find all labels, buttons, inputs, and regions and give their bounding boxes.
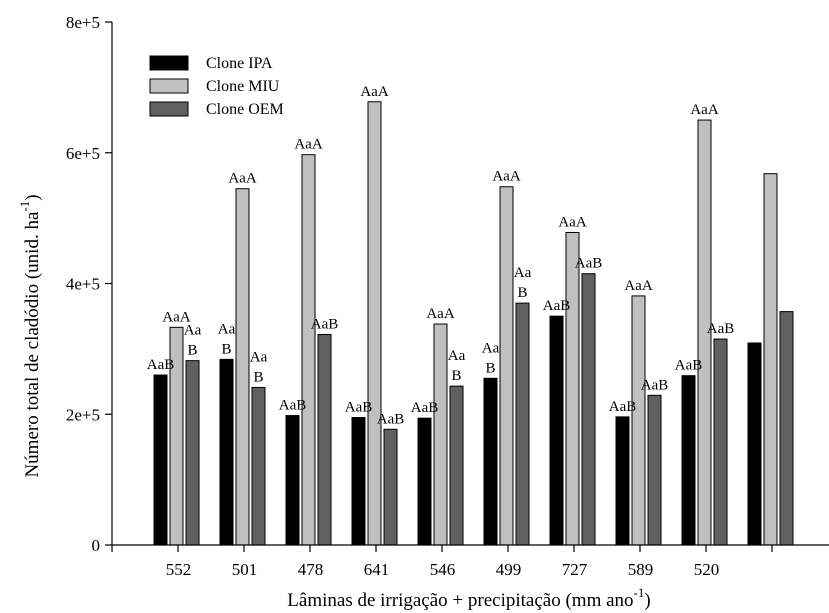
bar-annotation: Aa xyxy=(250,349,268,365)
bar-annotation: AaA xyxy=(624,278,652,294)
bar-annotation: AaB xyxy=(279,398,307,414)
bar-annotation: Aa xyxy=(482,340,500,356)
bar-clone-miu xyxy=(499,186,514,546)
x-axis-ticks: 552 501 478 641 546 499 727 589 520 xyxy=(111,545,773,579)
legend-swatch xyxy=(149,55,189,71)
bar-annotation: Aa xyxy=(184,323,202,339)
bar-annotation: AaB xyxy=(543,298,571,314)
bar-annotation: AaB xyxy=(575,256,603,272)
bar-clone-ipa xyxy=(615,416,630,546)
bar-clone-oem xyxy=(713,338,728,546)
x-tick-label: 501 xyxy=(232,560,258,579)
bars-layer xyxy=(153,101,794,546)
bar-annotation: AaB xyxy=(377,411,405,427)
y-tick-label: 6e+5 xyxy=(66,144,100,163)
bar-annotation: AaB xyxy=(609,399,637,415)
bar-clone-oem xyxy=(317,333,332,546)
bar-annotation: AaB xyxy=(411,400,439,416)
bar-annotation: B xyxy=(253,369,263,385)
bar-annotation: Aa xyxy=(448,348,466,364)
bar-annotation: B xyxy=(517,285,527,301)
bar-annotation: AaA xyxy=(228,171,256,187)
bar-annotation: Aa xyxy=(514,265,532,281)
x-tick-label: 552 xyxy=(166,560,192,579)
legend-swatch xyxy=(149,101,189,117)
x-tick-label: 478 xyxy=(298,560,324,579)
bar-annotation: B xyxy=(451,368,461,384)
bar-annotation: AaA xyxy=(360,84,388,100)
y-tick-label: 0 xyxy=(92,536,101,555)
y-tick-label: 8e+5 xyxy=(66,13,100,32)
legend-swatch xyxy=(149,78,189,94)
bar-annotation: AaB xyxy=(345,400,373,416)
bar-annotation: AaA xyxy=(162,309,190,325)
y-axis-title: Número total de cladódio (unid. ha-1) xyxy=(17,194,43,477)
y-tick-label: 4e+5 xyxy=(66,275,100,294)
bar-clone-ipa xyxy=(483,377,498,546)
bar-clone-oem xyxy=(185,360,200,546)
bar-clone-oem xyxy=(581,273,596,546)
bar-annotation: AaA xyxy=(690,102,718,118)
x-tick-label: 727 xyxy=(562,560,588,579)
y-axis-ticks: 0 2e+5 4e+5 6e+5 8e+5 xyxy=(66,13,112,555)
legend-label: Clone MIU xyxy=(206,78,280,95)
bar-clone-oem xyxy=(647,394,662,546)
bar-clone-miu xyxy=(565,232,580,546)
legend-label: Clone OEM xyxy=(206,101,284,118)
bar-annotation: B xyxy=(187,343,197,359)
bar-clone-ipa xyxy=(747,342,762,546)
x-tick-label: 499 xyxy=(496,560,522,579)
x-tick-label: 546 xyxy=(430,560,456,579)
bar-clone-miu xyxy=(301,154,316,546)
bar-annotation: Aa xyxy=(218,321,236,337)
legend: Clone IPA Clone MIU Clone OEM xyxy=(149,55,284,118)
x-tick-label: 520 xyxy=(694,560,720,579)
bar-clone-miu xyxy=(433,323,448,546)
y-tick-label: 2e+5 xyxy=(66,405,100,424)
bar-clone-miu xyxy=(763,173,778,546)
bar-clone-ipa xyxy=(219,358,234,546)
bar-annotation: AaA xyxy=(294,137,322,153)
bar-clone-ipa xyxy=(153,374,168,546)
bar-annotation: AaB xyxy=(147,357,175,373)
bar-annotation: B xyxy=(221,341,231,357)
bar-clone-ipa xyxy=(351,417,366,546)
bar-clone-oem xyxy=(251,386,266,546)
x-tick-label: 589 xyxy=(628,560,654,579)
bar-clone-oem xyxy=(779,311,794,546)
bar-annotation: AaA xyxy=(492,169,520,185)
bar-clone-oem xyxy=(383,428,398,546)
bar-clone-miu xyxy=(367,101,382,546)
bar-annotation: AaA xyxy=(426,306,454,322)
x-tick-label: 641 xyxy=(364,560,390,579)
bar-clone-ipa xyxy=(285,415,300,546)
bar-annotation: AaA xyxy=(558,215,586,231)
bar-annotation: AaB xyxy=(675,358,703,374)
bar-clone-oem xyxy=(449,385,464,546)
bar-annotation: AaB xyxy=(311,316,339,332)
bar-annotation: B xyxy=(485,360,495,376)
legend-label: Clone IPA xyxy=(206,55,273,72)
bar-clone-ipa xyxy=(549,315,564,546)
bar-annotation: AaB xyxy=(641,377,669,393)
x-axis-title: Lâminas de irrigação + precipitação (mm … xyxy=(287,585,650,611)
bar-clone-ipa xyxy=(417,417,432,546)
bar-clone-miu xyxy=(235,188,250,546)
bar-clone-miu xyxy=(631,295,646,546)
bar-annotation: AaB xyxy=(707,321,735,337)
bar-clone-ipa xyxy=(681,375,696,546)
bar-clone-oem xyxy=(515,302,530,546)
